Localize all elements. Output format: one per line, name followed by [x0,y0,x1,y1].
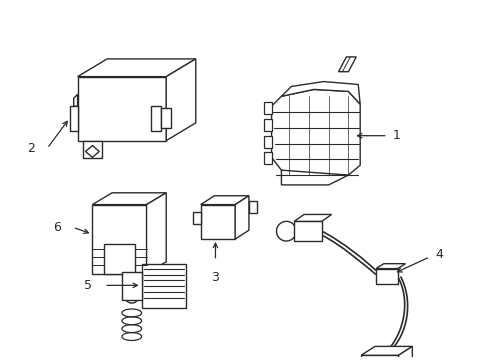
Circle shape [124,289,139,303]
Text: 5: 5 [84,279,92,292]
Polygon shape [294,215,331,221]
Polygon shape [375,269,397,284]
Polygon shape [78,59,195,77]
Polygon shape [235,196,248,239]
Polygon shape [104,244,135,274]
Polygon shape [142,264,185,308]
Text: 6: 6 [53,221,61,234]
Text: 2: 2 [27,142,35,155]
Polygon shape [70,106,78,131]
Text: 4: 4 [434,248,442,261]
Polygon shape [85,145,99,157]
Polygon shape [151,106,161,131]
Polygon shape [263,152,271,164]
Polygon shape [192,212,200,224]
Polygon shape [82,141,102,158]
Polygon shape [161,108,171,128]
Polygon shape [375,264,405,269]
Polygon shape [281,82,360,104]
Polygon shape [271,89,360,180]
Text: 3: 3 [211,271,219,284]
Polygon shape [92,204,146,274]
Polygon shape [74,94,78,106]
Polygon shape [200,204,235,239]
Polygon shape [78,77,166,141]
Polygon shape [166,59,195,141]
Polygon shape [122,271,142,300]
Polygon shape [263,136,271,148]
Polygon shape [281,170,347,185]
Polygon shape [398,346,411,360]
Circle shape [124,269,139,282]
Polygon shape [361,346,411,355]
Polygon shape [263,119,271,131]
Polygon shape [248,201,256,213]
Circle shape [276,221,296,241]
Polygon shape [146,193,166,274]
Polygon shape [361,355,398,360]
Polygon shape [263,102,271,114]
Polygon shape [92,193,166,204]
Polygon shape [200,196,248,204]
Polygon shape [338,57,356,72]
Polygon shape [294,221,321,241]
Text: 1: 1 [392,129,400,142]
